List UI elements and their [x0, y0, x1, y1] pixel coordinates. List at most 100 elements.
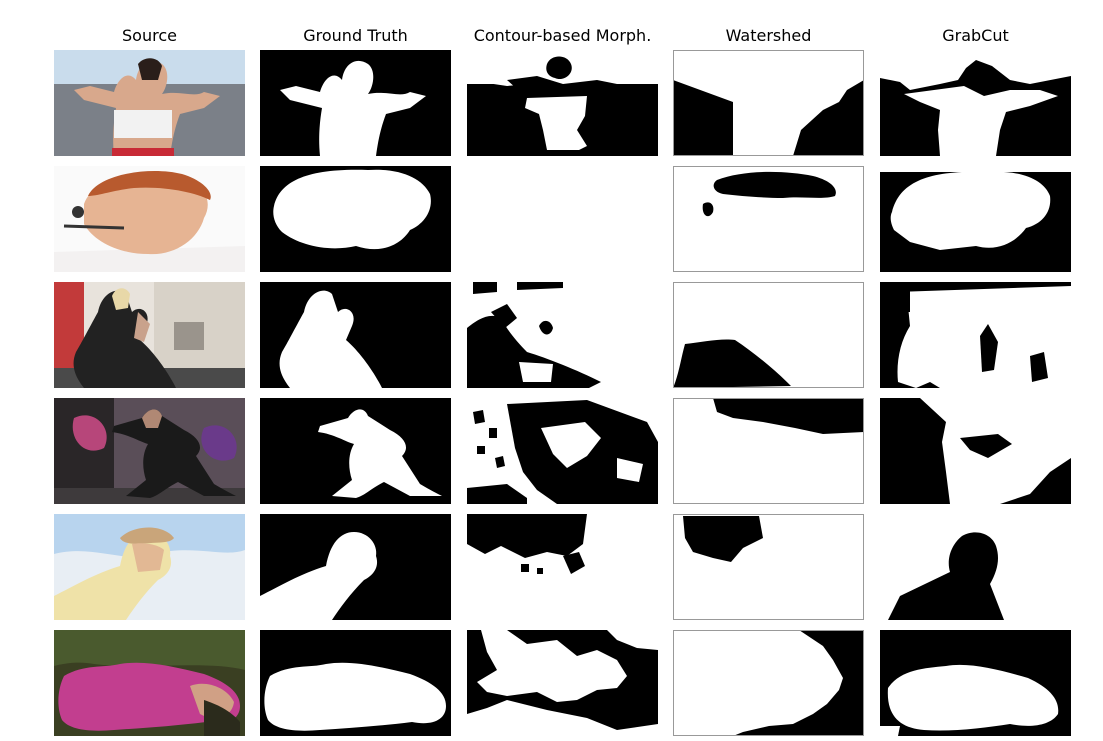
mask-region-6 [477, 446, 485, 454]
mask-foreground [260, 532, 378, 620]
segmentation-mask [880, 514, 1071, 620]
panel-row3-watershed [673, 282, 864, 388]
mask-foreground [279, 290, 382, 388]
mask-region-2 [517, 282, 563, 290]
source-image [54, 398, 245, 504]
panel-row5-ground-truth [260, 514, 451, 620]
panel-row4-watershed [673, 398, 864, 504]
mask-region-2 [880, 726, 900, 736]
segmentation-mask [880, 50, 1071, 156]
source-image [54, 514, 245, 620]
source-subject [58, 662, 240, 731]
mask-region-2 [880, 166, 1071, 172]
panel-row6-source [54, 630, 245, 736]
segmentation-mask [880, 398, 1071, 504]
panel-row6-watershed [673, 630, 864, 736]
source-top [114, 110, 172, 138]
segmentation-mask [260, 282, 451, 388]
segmentation-mask [880, 166, 1071, 272]
segmentation-mask [260, 630, 451, 736]
segmentation-mask [467, 282, 658, 388]
mask-region-1 [467, 514, 587, 558]
segmentation-mask [880, 630, 1071, 736]
mask-region-2 [904, 86, 1058, 156]
mask-region-3 [521, 564, 529, 572]
mask-region-3 [1030, 352, 1048, 382]
panel-row5-contour-morph [467, 514, 658, 620]
mask-region-4 [507, 76, 627, 100]
panel-row2-watershed [673, 166, 864, 272]
segmentation-mask [673, 514, 864, 620]
source-image [54, 282, 245, 388]
mask-region-2 [563, 552, 585, 574]
mask-region-3 [607, 630, 658, 650]
source-graffiti [72, 415, 107, 451]
source-image [54, 50, 245, 156]
segmentation-mask [673, 166, 864, 272]
source-hair [204, 700, 240, 736]
segmentation-mask [260, 398, 451, 504]
mask-region-1 [713, 171, 836, 198]
mask-region-2 [793, 80, 864, 156]
column-header-source: Source [122, 26, 177, 45]
panel-row1-contour-morph [467, 50, 658, 156]
panel-row1-grabcut [880, 50, 1071, 156]
mask-region-4 [491, 304, 517, 328]
source-image [54, 630, 245, 736]
source-subject [84, 173, 208, 255]
segmentation-mask [260, 50, 451, 156]
segmentation-mask [467, 630, 658, 736]
source-subject [74, 60, 220, 156]
source-accent-dot [72, 206, 84, 218]
segmentation-mask [673, 50, 864, 156]
source-grass [54, 630, 245, 670]
mask-region-1 [880, 514, 1071, 620]
source-face [132, 543, 164, 572]
panel-row3-ground-truth [260, 282, 451, 388]
mask-region-7 [495, 456, 505, 468]
segmentation-mask [673, 630, 864, 736]
mask-region-3 [467, 315, 601, 388]
mask-region-1 [473, 282, 497, 294]
panel-row6-grabcut [880, 630, 1071, 736]
mask-region-5 [489, 428, 497, 438]
mask-region-1 [673, 630, 843, 736]
mask-region-6 [519, 362, 553, 382]
mask-region-1 [713, 398, 864, 434]
mask-region-4 [880, 282, 910, 312]
mask-region-4 [537, 568, 543, 574]
mask-region-5 [539, 320, 553, 335]
mask-region-2 [541, 422, 601, 468]
mask-region-4 [473, 410, 485, 424]
mask-region-1 [673, 339, 791, 388]
mask-region-2 [960, 434, 1012, 458]
segmentation-mask [260, 514, 451, 620]
mask-region-2 [467, 700, 658, 736]
mask-region-3 [673, 152, 733, 156]
panel-row6-contour-morph [467, 630, 658, 736]
panel-row1-ground-truth [260, 50, 451, 156]
source-graffiti-2 [201, 425, 237, 461]
panel-row1-watershed [673, 50, 864, 156]
panel-row2-ground-truth [260, 166, 451, 272]
mask-region-3 [467, 484, 527, 504]
panel-row4-ground-truth [260, 398, 451, 504]
mask-region-1 [683, 516, 763, 562]
mask-foreground [273, 169, 431, 250]
mask-region-1 [477, 630, 627, 702]
segmentation-mask [880, 282, 1071, 388]
source-face [142, 409, 162, 428]
source-accent [112, 148, 174, 156]
segmentation-mask [673, 398, 864, 504]
source-window [174, 322, 204, 350]
mask-foreground [264, 662, 446, 731]
panel-row1-source [54, 50, 245, 156]
panel-row5-grabcut [880, 514, 1071, 620]
segmentation-mask [467, 398, 658, 504]
source-hair [138, 58, 162, 80]
segmentation-mask [467, 514, 658, 620]
column-header-contour-morph: Contour-based Morph. [473, 26, 652, 45]
source-hair [112, 288, 130, 310]
source-hair [88, 170, 211, 200]
